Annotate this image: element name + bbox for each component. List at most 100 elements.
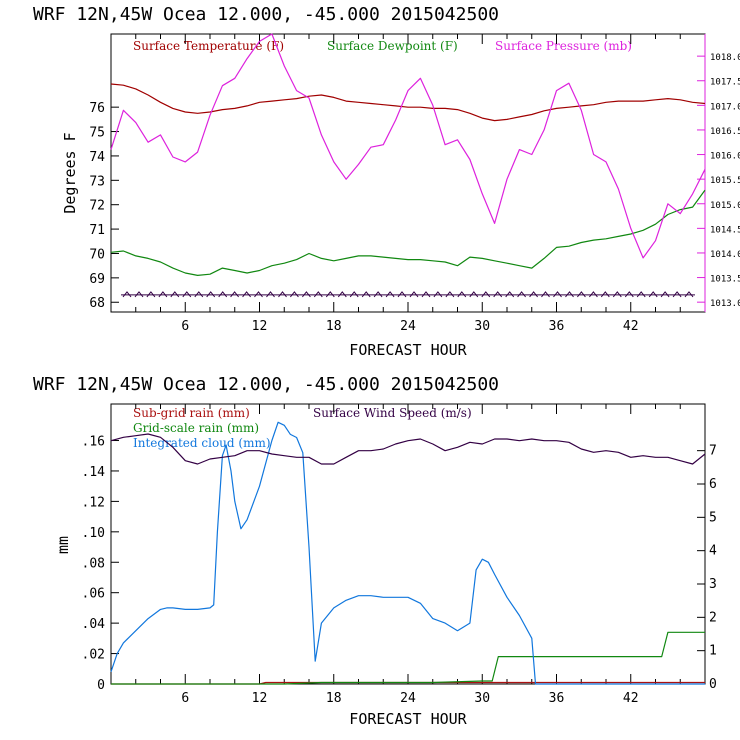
top-x-tick-label: 24 (400, 319, 416, 334)
top-series-group (110, 33, 706, 298)
bottom-y-tick-label: .02 (82, 648, 105, 663)
top-x-tick-label: 18 (326, 319, 342, 334)
top-y2-tick-label: 1016.5 (710, 127, 740, 137)
top-y-tick-label: 71 (89, 223, 105, 238)
wind-barb (325, 291, 335, 298)
wind-barb (684, 291, 694, 298)
temperature-pressure-panel: WRF 12N,45W Ocea 12.000, -45.000 2015042… (33, 4, 740, 359)
bottom-y2-tick-label: 0 (709, 677, 717, 692)
bottom-y-tick-label: 0 (97, 678, 105, 693)
bottom-y-tick-label: .06 (82, 587, 105, 602)
top-y2-tick-label: 1013.5 (710, 275, 740, 285)
top-y2-tick-label: 1016.0 (710, 152, 740, 162)
bottom-y-tick-label: .12 (82, 495, 105, 510)
wind-barb (636, 291, 646, 298)
bottom-x-tick-label: 12 (252, 691, 268, 706)
bottom-x-tick-label: 42 (623, 691, 639, 706)
wind-barb (242, 291, 251, 298)
wind-barb (529, 291, 538, 298)
wind-barb (469, 291, 479, 298)
top-y2-tick-label: 1013.0 (710, 299, 740, 309)
bottom-x-axis-label: FORECAST HOUR (349, 710, 467, 728)
wind-barb (397, 291, 407, 298)
wind-barb (600, 291, 610, 298)
top-y-tick-label: 68 (89, 296, 105, 311)
series-line-grid-scale-rain-mm (111, 631, 705, 685)
wind-barb (361, 291, 371, 298)
wind-barb (194, 291, 204, 298)
top-x-tick-label: 30 (474, 319, 490, 334)
legend-surface-pressure: Surface Pressure (mb) (495, 39, 632, 53)
top-plot-frame (110, 33, 706, 313)
bottom-panel-header: WRF 12N,45W Ocea 12.000, -45.000 2015042… (33, 374, 499, 395)
wind-barb (337, 291, 347, 298)
wind-barb (577, 291, 586, 298)
top-panel-header: WRF 12N,45W Ocea 12.000, -45.000 2015042… (33, 4, 499, 25)
series-line-surface-temperature-f (110, 83, 706, 122)
wind-barb (290, 291, 299, 298)
wind-barb (565, 291, 574, 298)
bottom-y-axis-label: mm (54, 536, 72, 554)
wind-barb (313, 291, 323, 298)
bottom-x-tick-label: 30 (474, 691, 490, 706)
wind-barb (302, 291, 311, 298)
top-y2-tick-label: 1015.5 (710, 176, 740, 186)
bottom-x-tick-label: 24 (400, 691, 416, 706)
bottom-axis-ticks: 6 12 18 24 30 36 420.02.04.06.08.10.12.14.1601… (82, 404, 717, 706)
wind-barb (493, 291, 503, 298)
wind-barb (122, 291, 132, 298)
top-y-tick-label: 69 (89, 272, 105, 287)
legend-integrated-cloud: Integrated cloud (mm) (133, 436, 271, 450)
top-y2-tick-label: 1017.5 (710, 78, 740, 88)
bottom-y-tick-label: .08 (82, 556, 105, 571)
bottom-y-tick-label: .10 (82, 526, 105, 541)
top-x-tick-label: 12 (252, 319, 268, 334)
wind-barb (624, 291, 634, 298)
series-line-integrated-cloud-mm (110, 421, 705, 685)
top-x-tick-label: 42 (623, 319, 639, 334)
top-y-tick-label: 74 (89, 150, 105, 165)
top-y2-tick-label: 1014.5 (710, 225, 740, 235)
top-y-tick-label: 76 (89, 101, 105, 116)
top-y-tick-label: 73 (89, 174, 105, 189)
wind-barb (146, 291, 156, 298)
wind-barb (517, 291, 526, 298)
bottom-y2-tick-label: 2 (709, 610, 717, 625)
wind-barb (182, 291, 192, 298)
wind-barb (553, 291, 562, 298)
top-x-axis-label: FORECAST HOUR (349, 341, 467, 359)
wind-barb (433, 291, 443, 298)
bottom-y-tick-label: .16 (82, 435, 105, 450)
legend-surface-dewpoint: Surface Dewpoint (F) (327, 39, 458, 53)
top-y-tick-label: 70 (89, 247, 105, 262)
top-y2-tick-label: 1014.0 (710, 250, 740, 260)
wind-barb (589, 291, 598, 298)
wind-barb (254, 291, 263, 298)
bottom-y2-tick-label: 4 (709, 544, 717, 559)
wind-barb (445, 291, 455, 298)
top-y2-tick-label: 1017.0 (710, 102, 740, 112)
top-y-axis-label: Degrees F (61, 132, 79, 213)
bottom-y2-tick-label: 7 (709, 444, 717, 459)
series-line-surface-wind-speed-m-s (110, 433, 706, 465)
bottom-y2-tick-label: 6 (709, 477, 717, 492)
bottom-y-tick-label: .14 (82, 465, 106, 480)
legend-surface-temperature: Surface Temperature (F) (133, 39, 284, 53)
legend-subgrid-rain: Sub-grid rain (mm) (133, 406, 250, 420)
wind-barb (349, 291, 359, 298)
top-x-tick-label: 6 (181, 319, 189, 334)
wind-barb (278, 291, 287, 298)
wind-barb (612, 291, 622, 298)
wind-barb (541, 291, 550, 298)
precipitation-wind-panel: WRF 12N,45W Ocea 12.000, -45.000 2015042… (33, 374, 717, 728)
bottom-x-tick-label: 18 (326, 691, 342, 706)
bottom-x-tick-label: 36 (549, 691, 565, 706)
top-y-tick-label: 75 (89, 126, 105, 141)
wind-barb (206, 291, 216, 298)
series-line-surface-dewpoint-f (110, 189, 706, 276)
wind-barb (385, 291, 395, 298)
bottom-y2-tick-label: 5 (709, 510, 717, 525)
bottom-y2-tick-label: 1 (709, 644, 717, 659)
wind-barb (421, 291, 431, 298)
